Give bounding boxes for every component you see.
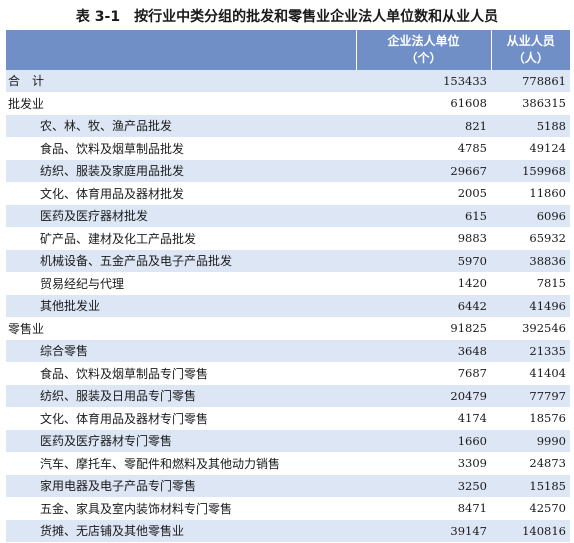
row-units-value: 8471 bbox=[356, 497, 491, 520]
row-industry-name: 纺织、服装及家庭用品批发 bbox=[6, 159, 356, 183]
table-body: 合 计 153433 778861 批发业 61608 386315 农、林、牧、渔产品批发… bbox=[6, 70, 570, 543]
table-title-text: 按行业中类分组的批发和零售业企业法人单位数和从业人员 bbox=[134, 9, 499, 25]
row-industry-name: 合 计 bbox=[6, 70, 356, 93]
row-employees-value: 159968 bbox=[491, 159, 570, 183]
table-row: 医药及医疗器材批发 615 6096 bbox=[6, 204, 570, 228]
row-industry-name: 食品、饮料及烟草制品批发 bbox=[6, 137, 356, 160]
row-industry-name: 贸易经纪与代理 bbox=[6, 272, 356, 295]
table-row: 其他批发业 6442 41496 bbox=[6, 294, 570, 318]
row-units-value: 61608 bbox=[356, 92, 491, 115]
data-table: 企业法人单位 （个） 从业人员 （人） 合 计 153433 778861 批发业 61… bbox=[6, 30, 570, 543]
row-industry-name: 文化、体育用品及器材批发 bbox=[6, 182, 356, 205]
row-employees-value: 392546 bbox=[491, 317, 570, 340]
table-row: 文化、体育用品及器材专门零售 4174 18576 bbox=[6, 407, 570, 430]
table-row: 矿产品、建材及化工产品批发 9883 65932 bbox=[6, 227, 570, 250]
table-row: 纺织、服装及家庭用品批发 29667 159968 bbox=[6, 159, 570, 183]
row-units-value: 615 bbox=[356, 204, 491, 228]
row-employees-value: 42570 bbox=[491, 497, 570, 520]
row-employees-value: 386315 bbox=[491, 92, 570, 115]
row-industry-name: 批发业 bbox=[6, 92, 356, 115]
row-employees-value: 41404 bbox=[491, 362, 570, 385]
row-employees-value: 24873 bbox=[491, 452, 570, 475]
header-employees: 从业人员 （人） bbox=[491, 30, 570, 70]
row-units-value: 5970 bbox=[356, 249, 491, 273]
header-units: 企业法人单位 （个） bbox=[356, 30, 492, 70]
table-row: 五金、家具及室内装饰材料专门零售 8471 42570 bbox=[6, 497, 570, 520]
row-units-value: 29667 bbox=[356, 159, 491, 183]
row-industry-name: 矿产品、建材及化工产品批发 bbox=[6, 227, 356, 250]
row-industry-name: 货摊、无店铺及其他零售业 bbox=[6, 519, 356, 543]
row-industry-name: 医药及医疗器材专门零售 bbox=[6, 429, 356, 453]
row-units-value: 3250 bbox=[356, 474, 491, 498]
header-industry bbox=[6, 30, 357, 70]
table-row: 机械设备、五金产品及电子产品批发 5970 38836 bbox=[6, 249, 570, 273]
row-employees-value: 140816 bbox=[491, 519, 570, 543]
row-employees-value: 15185 bbox=[491, 474, 570, 498]
row-units-value: 2005 bbox=[356, 182, 491, 205]
header-units-unit: （个） bbox=[405, 51, 442, 65]
row-industry-name: 食品、饮料及烟草制品专门零售 bbox=[6, 362, 356, 385]
row-employees-value: 65932 bbox=[491, 227, 570, 250]
row-units-value: 3648 bbox=[356, 339, 491, 363]
row-units-value: 9883 bbox=[356, 227, 491, 250]
row-units-value: 821 bbox=[356, 114, 491, 138]
document-page: 表 3-1 按行业中类分组的批发和零售业企业法人单位数和从业人员 企业法人单位 （… bbox=[0, 6, 574, 543]
table-header-row: 企业法人单位 （个） 从业人员 （人） bbox=[6, 30, 570, 70]
table-code: 表 3-1 bbox=[75, 9, 121, 25]
row-industry-name: 机械设备、五金产品及电子产品批发 bbox=[6, 249, 356, 273]
row-employees-value: 7815 bbox=[491, 272, 570, 295]
row-employees-value: 77797 bbox=[491, 384, 570, 408]
row-employees-value: 38836 bbox=[491, 249, 570, 273]
row-industry-name: 农、林、牧、渔产品批发 bbox=[6, 114, 356, 138]
table-row: 合 计 153433 778861 bbox=[6, 70, 570, 93]
row-employees-value: 18576 bbox=[491, 407, 570, 430]
row-units-value: 1660 bbox=[356, 429, 491, 453]
table-row: 零售业 91825 392546 bbox=[6, 317, 570, 340]
row-units-value: 91825 bbox=[356, 317, 491, 340]
table-row: 综合零售 3648 21335 bbox=[6, 339, 570, 363]
row-industry-name: 文化、体育用品及器材专门零售 bbox=[6, 407, 356, 430]
table-row: 批发业 61608 386315 bbox=[6, 92, 570, 115]
row-industry-name: 其他批发业 bbox=[6, 294, 356, 318]
header-employees-unit: （人） bbox=[512, 51, 549, 65]
row-units-value: 7687 bbox=[356, 362, 491, 385]
row-employees-value: 11860 bbox=[491, 182, 570, 205]
row-employees-value: 21335 bbox=[491, 339, 570, 363]
header-units-label: 企业法人单位 bbox=[387, 34, 460, 48]
row-units-value: 6442 bbox=[356, 294, 491, 318]
table-row: 货摊、无店铺及其他零售业 39147 140816 bbox=[6, 519, 570, 543]
row-units-value: 4785 bbox=[356, 137, 491, 160]
table-row: 农、林、牧、渔产品批发 821 5188 bbox=[6, 114, 570, 138]
table-row: 家用电器及电子产品专门零售 3250 15185 bbox=[6, 474, 570, 498]
table-row: 贸易经纪与代理 1420 7815 bbox=[6, 272, 570, 295]
table-row: 汽车、摩托车、零配件和燃料及其他动力销售 3309 24873 bbox=[6, 452, 570, 475]
table-row: 纺织、服装及日用品专门零售 20479 77797 bbox=[6, 384, 570, 408]
row-industry-name: 零售业 bbox=[6, 317, 356, 340]
row-employees-value: 9990 bbox=[491, 429, 570, 453]
header-employees-label: 从业人员 bbox=[506, 34, 555, 48]
row-employees-value: 778861 bbox=[491, 70, 570, 93]
row-units-value: 1420 bbox=[356, 272, 491, 295]
table-row: 文化、体育用品及器材批发 2005 11860 bbox=[6, 182, 570, 205]
row-industry-name: 汽车、摩托车、零配件和燃料及其他动力销售 bbox=[6, 452, 356, 475]
row-units-value: 153433 bbox=[356, 70, 491, 93]
row-employees-value: 6096 bbox=[491, 204, 570, 228]
table-row: 医药及医疗器材专门零售 1660 9990 bbox=[6, 429, 570, 453]
row-industry-name: 家用电器及电子产品专门零售 bbox=[6, 474, 356, 498]
row-industry-name: 综合零售 bbox=[6, 339, 356, 363]
table-row: 食品、饮料及烟草制品批发 4785 49124 bbox=[6, 137, 570, 160]
row-units-value: 39147 bbox=[356, 519, 491, 543]
row-units-value: 3309 bbox=[356, 452, 491, 475]
row-employees-value: 41496 bbox=[491, 294, 570, 318]
row-industry-name: 纺织、服装及日用品专门零售 bbox=[6, 384, 356, 408]
row-units-value: 20479 bbox=[356, 384, 491, 408]
row-industry-name: 医药及医疗器材批发 bbox=[6, 204, 356, 228]
row-employees-value: 49124 bbox=[491, 137, 570, 160]
row-employees-value: 5188 bbox=[491, 114, 570, 138]
row-units-value: 4174 bbox=[356, 407, 491, 430]
table-row: 食品、饮料及烟草制品专门零售 7687 41404 bbox=[6, 362, 570, 385]
table-title: 表 3-1 按行业中类分组的批发和零售业企业法人单位数和从业人员 bbox=[0, 6, 574, 26]
row-industry-name: 五金、家具及室内装饰材料专门零售 bbox=[6, 497, 356, 520]
